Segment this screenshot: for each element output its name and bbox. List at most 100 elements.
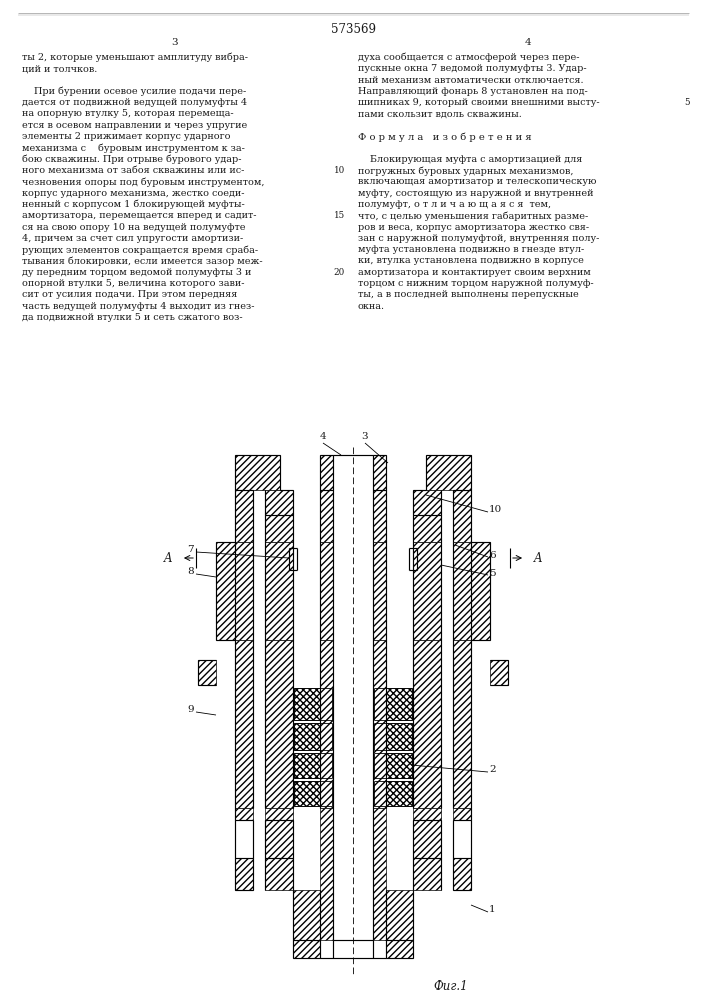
Text: что, с целью уменьшения габаритных разме-: что, с целью уменьшения габаритных разме…	[358, 211, 588, 221]
Text: 573569: 573569	[330, 23, 375, 36]
Text: муфта установлена подвижно в гнезде втул-: муфта установлена подвижно в гнезде втул…	[358, 245, 584, 254]
Polygon shape	[235, 490, 253, 542]
Polygon shape	[413, 820, 441, 858]
Polygon shape	[413, 490, 441, 515]
Text: Направляющий фонарь 8 установлен на под-: Направляющий фонарь 8 установлен на под-	[358, 87, 588, 96]
Polygon shape	[373, 455, 386, 490]
Polygon shape	[386, 890, 413, 940]
Text: амортизатора и контактирует своим верхним: амортизатора и контактирует своим верхни…	[358, 268, 591, 277]
Polygon shape	[453, 808, 471, 820]
Text: 20: 20	[334, 268, 345, 277]
Text: полумуфт, о т л и ч а ю щ а я с я  тем,: полумуфт, о т л и ч а ю щ а я с я тем,	[358, 200, 551, 209]
Text: сит от усилия подачи. При этом передняя: сит от усилия подачи. При этом передняя	[22, 290, 238, 299]
Polygon shape	[293, 940, 320, 958]
Polygon shape	[453, 542, 471, 640]
Text: ется в осевом направлении и через упругие: ется в осевом направлении и через упруги…	[22, 121, 247, 130]
Polygon shape	[235, 455, 280, 490]
Text: 8: 8	[187, 568, 194, 576]
Polygon shape	[374, 723, 412, 750]
Text: ров и веса, корпус амортизатора жестко свя-: ров и веса, корпус амортизатора жестко с…	[358, 223, 589, 232]
Polygon shape	[216, 542, 235, 640]
Polygon shape	[413, 542, 441, 640]
Text: ты 2, которые уменьшают амплитуду вибра-: ты 2, которые уменьшают амплитуду вибра-	[22, 53, 248, 62]
Text: окна.: окна.	[358, 302, 385, 311]
Polygon shape	[386, 940, 413, 958]
Polygon shape	[265, 858, 293, 890]
Text: Фиг.1: Фиг.1	[433, 980, 467, 993]
Text: ся на свою опору 10 на ведущей полумуфте: ся на свою опору 10 на ведущей полумуфте	[22, 223, 245, 232]
Text: 15: 15	[334, 211, 345, 220]
Text: 10: 10	[489, 506, 502, 514]
Polygon shape	[320, 490, 333, 542]
Polygon shape	[374, 781, 412, 806]
Text: пами скользит вдоль скважины.: пами скользит вдоль скважины.	[358, 109, 522, 118]
Polygon shape	[265, 515, 293, 542]
Text: на опорную втулку 5, которая перемеща-: на опорную втулку 5, которая перемеща-	[22, 109, 233, 118]
Text: 5: 5	[489, 568, 496, 578]
Text: 4: 4	[525, 38, 532, 47]
Polygon shape	[235, 542, 253, 640]
Text: бою скважины. При отрыве бурового удар-: бою скважины. При отрыве бурового удар-	[22, 155, 242, 164]
Polygon shape	[373, 490, 386, 542]
Text: механизма с    буровым инструментом к за-: механизма с буровым инструментом к за-	[22, 143, 245, 153]
Polygon shape	[471, 542, 490, 640]
Text: 5: 5	[684, 98, 690, 107]
Text: 7: 7	[187, 546, 194, 554]
Text: 10: 10	[334, 166, 345, 175]
Text: Ф о р м у л а   и з о б р е т е н и я: Ф о р м у л а и з о б р е т е н и я	[358, 132, 532, 142]
Polygon shape	[294, 753, 332, 778]
Polygon shape	[265, 542, 293, 640]
Text: 3: 3	[362, 432, 368, 441]
Text: ненный с корпусом 1 блокирующей муфты-: ненный с корпусом 1 блокирующей муфты-	[22, 200, 245, 209]
Text: ки, втулка установлена подвижно в корпусе: ки, втулка установлена подвижно в корпус…	[358, 256, 584, 265]
Polygon shape	[453, 490, 471, 542]
Polygon shape	[235, 808, 253, 820]
Text: муфту, состоящую из наружной и внутренней: муфту, состоящую из наружной и внутренне…	[358, 189, 593, 198]
Polygon shape	[426, 455, 471, 490]
Polygon shape	[413, 640, 441, 808]
Text: зан с наружной полумуфтой, внутренняя полу-: зан с наружной полумуфтой, внутренняя по…	[358, 234, 600, 243]
Polygon shape	[320, 808, 333, 940]
Text: ты, а в последней выполнены перепускные: ты, а в последней выполнены перепускные	[358, 290, 579, 299]
Text: 2: 2	[489, 766, 496, 774]
Polygon shape	[265, 640, 293, 808]
Text: 3: 3	[172, 38, 178, 47]
Polygon shape	[235, 858, 253, 890]
Polygon shape	[373, 808, 386, 940]
Text: ций и толчков.: ций и толчков.	[22, 64, 98, 73]
Polygon shape	[294, 723, 332, 750]
Text: ду передним торцом ведомой полумуфты 3 и: ду передним торцом ведомой полумуфты 3 и	[22, 268, 252, 277]
Text: амортизатора, перемещается вперед и садит-: амортизатора, перемещается вперед и сади…	[22, 211, 257, 220]
Polygon shape	[293, 890, 320, 940]
Text: A: A	[534, 552, 542, 564]
Polygon shape	[320, 542, 333, 640]
Text: 6: 6	[489, 550, 496, 560]
Text: да подвижной втулки 5 и сеть сжатого воз-: да подвижной втулки 5 и сеть сжатого воз…	[22, 313, 243, 322]
Text: духа сообщается с атмосферой через пере-: духа сообщается с атмосферой через пере-	[358, 53, 580, 62]
Polygon shape	[413, 515, 441, 542]
Text: элементы 2 прижимает корпус ударного: элементы 2 прижимает корпус ударного	[22, 132, 230, 141]
Text: тывания блокировки, если имеется зазор меж-: тывания блокировки, если имеется зазор м…	[22, 256, 262, 266]
Polygon shape	[373, 542, 386, 640]
Text: ный механизм автоматически отключается.: ный механизм автоматически отключается.	[358, 76, 583, 85]
Text: корпус ударного механизма, жестко соеди-: корпус ударного механизма, жестко соеди-	[22, 189, 245, 198]
Polygon shape	[413, 858, 441, 890]
Polygon shape	[413, 808, 441, 820]
Text: 1: 1	[489, 906, 496, 914]
Polygon shape	[265, 820, 293, 858]
Text: дается от подвижной ведущей полумуфты 4: дается от подвижной ведущей полумуфты 4	[22, 98, 247, 107]
Text: 9: 9	[187, 706, 194, 714]
Text: ного механизма от забоя скважины или ис-: ного механизма от забоя скважины или ис-	[22, 166, 245, 175]
Text: включающая амортизатор и телескопическую: включающая амортизатор и телескопическую	[358, 177, 597, 186]
Polygon shape	[294, 688, 332, 720]
Text: пускные окна 7 ведомой полумуфты 3. Удар-: пускные окна 7 ведомой полумуфты 3. Удар…	[358, 64, 587, 73]
Text: 4, причем за счет сил упругости амортизи-: 4, причем за счет сил упругости амортизи…	[22, 234, 243, 243]
Polygon shape	[198, 660, 216, 685]
Text: При бурении осевое усилие подачи пере-: При бурении осевое усилие подачи пере-	[22, 87, 246, 96]
Polygon shape	[453, 858, 471, 890]
Text: часть ведущей полумуфты 4 выходит из гнез-: часть ведущей полумуфты 4 выходит из гне…	[22, 302, 255, 311]
Text: A: A	[164, 552, 173, 564]
Text: торцом с нижним торцом наружной полумуф-: торцом с нижним торцом наружной полумуф-	[358, 279, 594, 288]
Polygon shape	[373, 640, 386, 808]
Polygon shape	[374, 688, 412, 720]
